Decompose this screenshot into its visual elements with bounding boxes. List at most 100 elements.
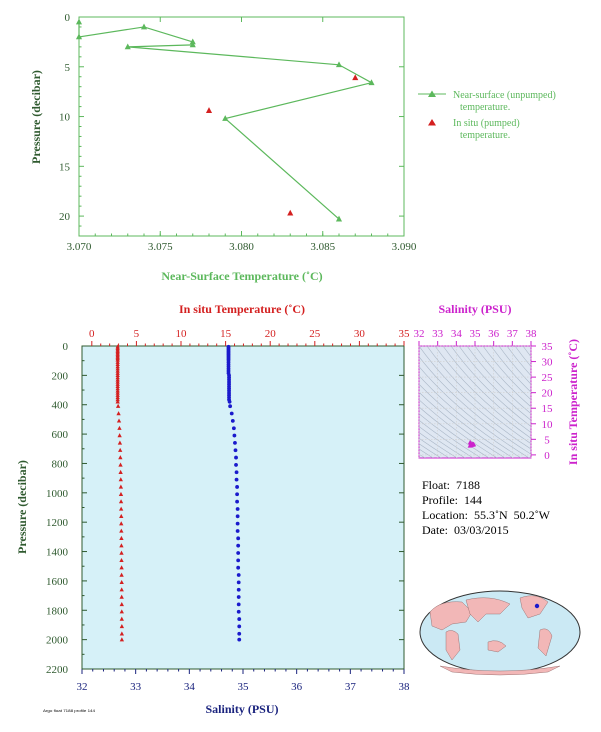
temperature-point: [115, 361, 120, 367]
legend-triangle-unpumped: [428, 90, 436, 97]
temperature-point: [119, 602, 124, 607]
density-contour: [419, 375, 522, 458]
salinity-point: [234, 455, 238, 460]
temperature-point: [116, 411, 121, 416]
temperature-tick-label: 0: [89, 328, 95, 340]
top-legend: Near-surface (unpumped) temperature. In …: [418, 90, 556, 141]
temperature-point: [115, 386, 120, 391]
unpumped-point: [222, 115, 229, 121]
top-plot-frame: [78, 16, 405, 237]
temperature-point: [119, 637, 125, 642]
density-contour: [458, 346, 531, 421]
density-contour: [474, 346, 531, 408]
salinity-point: [236, 602, 241, 607]
ts-x-tick-label: 36: [488, 328, 500, 340]
pressure-tick-label: 1000: [46, 488, 69, 500]
density-contour: [419, 406, 490, 458]
float-id: Float: 7188: [422, 478, 481, 492]
top-x-tick-label: 3.085: [310, 241, 335, 253]
top-y-tick-label: 0: [65, 12, 71, 24]
temperature-tick-label: 30: [354, 328, 366, 340]
salinity-tick-label: 38: [399, 681, 411, 693]
salinity-point: [234, 470, 239, 475]
salinity-tick-label: 33: [130, 681, 142, 693]
pressure-tick-label: 400: [52, 400, 69, 412]
temperature-point: [115, 359, 120, 364]
location: Location: 55.3˚N 50.2˚W: [422, 508, 550, 522]
density-contour: [434, 346, 531, 439]
profile-bottom-axis-label: Salinity (PSU): [205, 702, 278, 716]
temperature-point: [115, 377, 120, 382]
temperature-point: [115, 381, 120, 386]
pumped-point: [287, 209, 294, 216]
pressure-tick-label: 800: [52, 458, 69, 470]
unpumped-point: [75, 33, 83, 40]
legend-label-pumped: In situ (pumped) temperature.: [453, 118, 522, 141]
temperature-point: [118, 469, 123, 474]
temperature-point: [115, 383, 120, 389]
temperature-point: [119, 557, 124, 563]
top-y-tick-label: 15: [59, 161, 71, 173]
density-contour: [450, 346, 531, 427]
top-y-tick-label: 5: [65, 62, 71, 74]
temperature-point: [118, 462, 123, 467]
pressure-tick-label: 1200: [46, 517, 69, 529]
unpumped-point: [140, 23, 148, 30]
ts-y-tick-label: 5: [544, 434, 550, 446]
unpumped-point: [124, 43, 131, 50]
salinity-tick-label: 36: [291, 681, 303, 693]
top-x-tick-label: 3.080: [229, 241, 254, 253]
salinity-point: [236, 565, 241, 570]
ts-point: [470, 442, 476, 447]
density-contour: [514, 346, 531, 367]
footer-stamp: Argo float 7188 profile 144: [43, 707, 95, 713]
temperature-point: [119, 594, 124, 599]
unpumped-point: [189, 41, 196, 48]
ts-plot-area: [418, 345, 532, 459]
profile-number: Profile: 144: [422, 493, 482, 507]
temperature-tick-label: 35: [399, 328, 411, 340]
profile-chart-marks: [115, 344, 242, 642]
density-contour: [419, 391, 506, 458]
density-contour: [419, 399, 498, 458]
temperature-tick-label: 10: [176, 328, 188, 340]
salinity-point: [235, 492, 239, 497]
unpumped-line: [78, 21, 374, 220]
date: Date: 03/03/2015: [422, 523, 509, 537]
temperature-point: [119, 579, 124, 585]
salinity-tick-label: 32: [77, 681, 88, 693]
salinity-point: [234, 463, 238, 467]
salinity-point: [237, 631, 242, 636]
salinity-point: [236, 536, 241, 541]
profile-plot-area: [81, 345, 405, 670]
temperature-point: [118, 491, 124, 496]
salinity-point: [237, 637, 242, 642]
density-contour: [419, 356, 531, 455]
ts-diagram-ticks: 32 33 34 35 36 37 38 0 5 10 15 20 25 30 35: [414, 328, 554, 462]
temperature-point: [115, 394, 120, 400]
footer-stamp-text: Argo float 7188 profile 144: [43, 709, 95, 713]
temperature-point: [119, 572, 124, 577]
salinity-tick-label: 35: [238, 681, 250, 693]
temperature-point: [115, 390, 120, 395]
salinity-point: [236, 573, 241, 577]
temperature-point: [119, 587, 124, 592]
temperature-point: [116, 418, 122, 423]
temperature-point: [115, 388, 120, 393]
top-y-tick-label: 10: [59, 112, 71, 124]
ts-density-contours: [419, 346, 531, 458]
unpumped-point: [75, 18, 83, 25]
ts-y-tick-label: 20: [542, 388, 554, 400]
top-x-tick-label: 3.070: [67, 241, 92, 253]
density-contour: [506, 346, 531, 377]
temperature-point: [119, 631, 125, 636]
temperature-point: [119, 609, 124, 614]
temperature-point: [119, 543, 124, 548]
temperature-point: [119, 528, 124, 533]
temperature-tick-label: 25: [309, 328, 321, 340]
ts-x-tick-label: 33: [432, 328, 444, 340]
ts-x-axis-label: Salinity (PSU): [438, 302, 511, 316]
salinity-point: [236, 609, 241, 614]
temperature-point: [115, 370, 120, 375]
temperature-point: [119, 521, 124, 526]
